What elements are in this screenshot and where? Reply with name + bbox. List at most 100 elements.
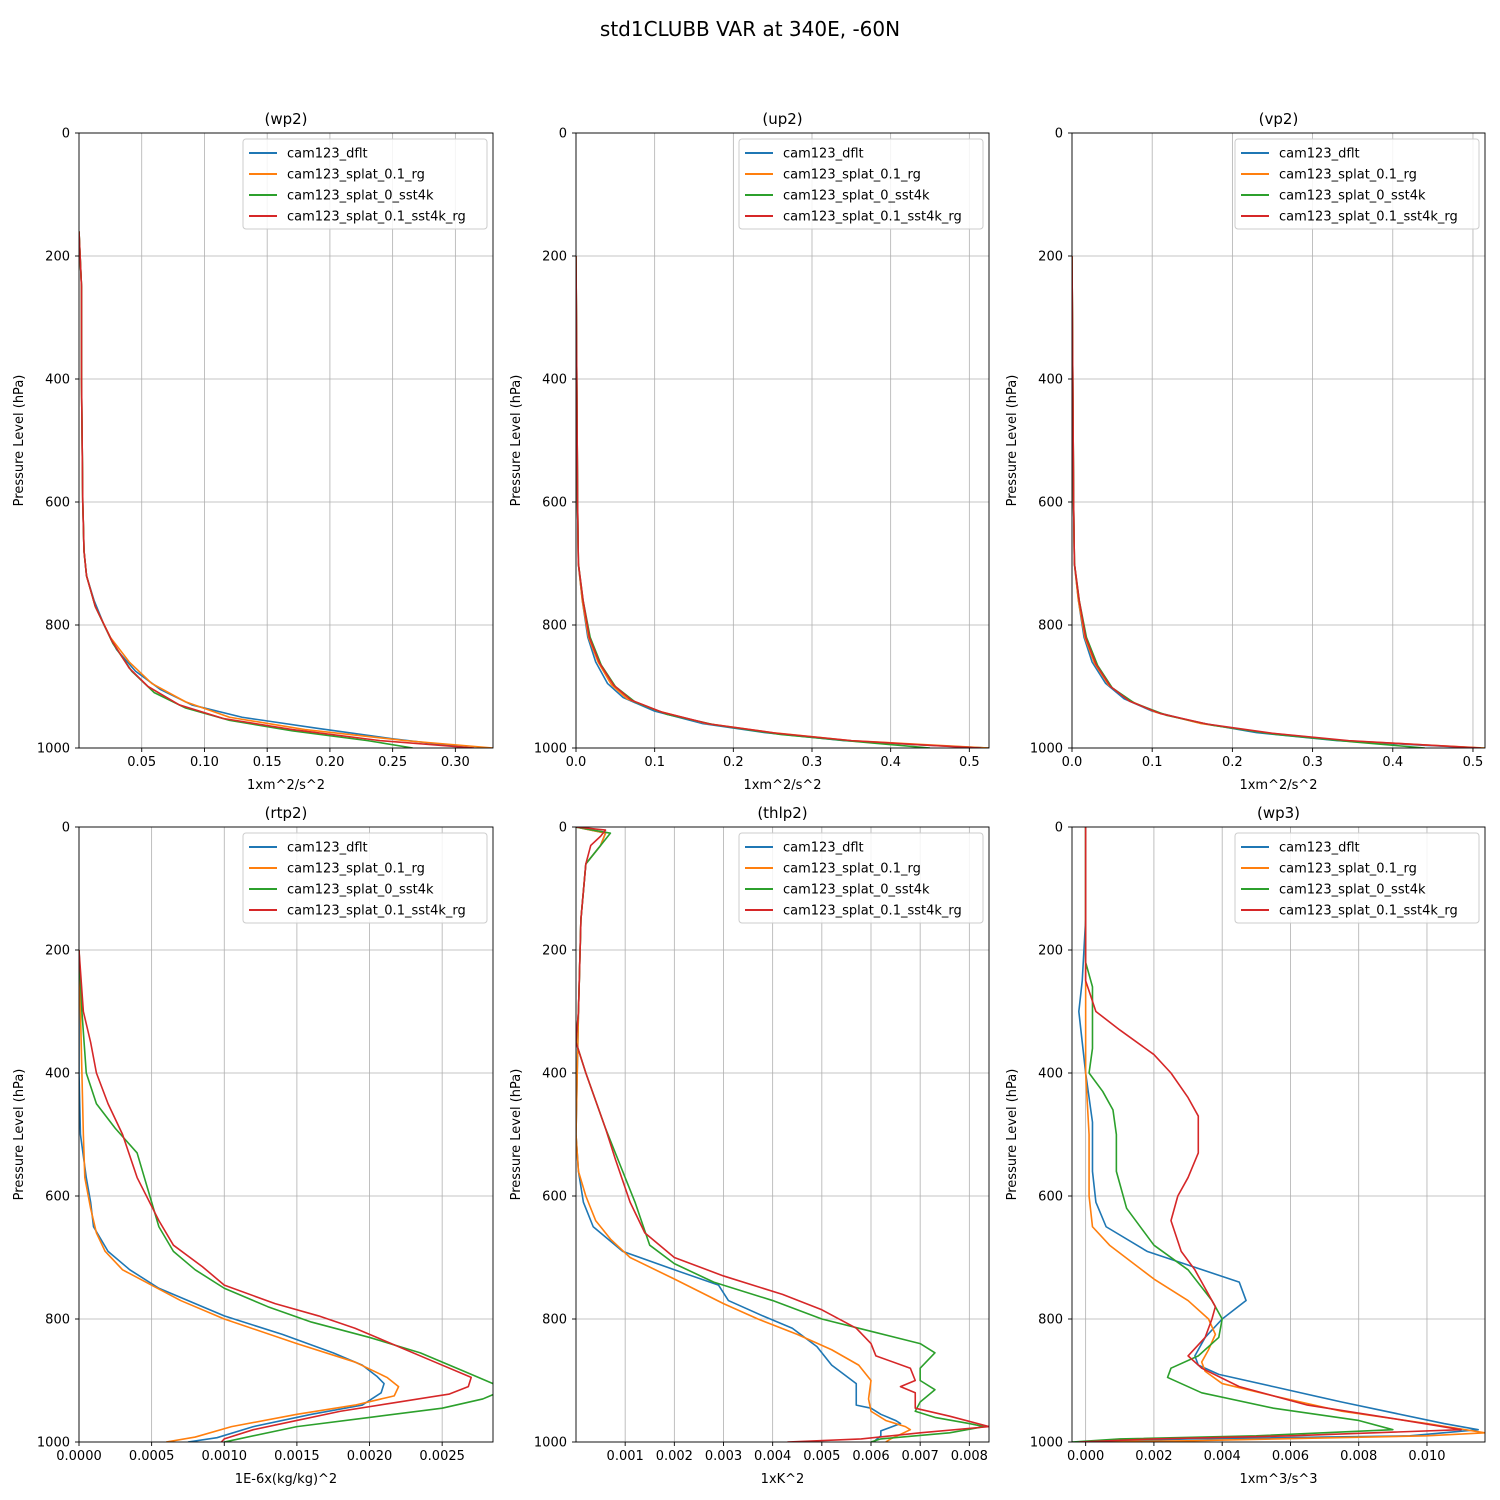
y-axis-label: Pressure Level (hPa) (12, 1069, 27, 1201)
legend-label: cam123_splat_0_sst4k (783, 189, 930, 204)
legend-label: cam123_splat_0.1_rg (287, 862, 425, 877)
series-group (576, 827, 989, 1442)
legend-label: cam123_splat_0.1_sst4k_rg (1279, 210, 1458, 225)
legend: cam123_dflt cam123_splat_0.1_rg cam123_spl… (242, 138, 488, 230)
subplot-1: 0.05 0.10 0.15 0.20 0.25 0.30 0 200 400 600 800 100… (12, 110, 494, 793)
subplot-title: (wp3) (1257, 804, 1300, 822)
x-tick-label: 0.0 (566, 755, 587, 770)
legend-label: cam123_splat_0.1_sst4k_rg (287, 210, 466, 225)
x-tick-label: 0.001 (607, 1449, 644, 1464)
x-tick-label: 0.003 (705, 1449, 742, 1464)
legend-frame (738, 138, 984, 230)
y-tick-label: 400 (1038, 373, 1063, 388)
x-tick-label: 0.1 (1142, 755, 1163, 770)
series-line-cam123_splat_0.1_sst4k_rg (79, 231, 475, 748)
y-tick-label: 0 (62, 821, 70, 836)
series-group (79, 231, 493, 748)
legend-label: cam123_splat_0_sst4k (1279, 189, 1426, 204)
x-tick-label: 0.1 (644, 755, 665, 770)
x-tick-label: 0.004 (754, 1449, 791, 1464)
legend-frame (1234, 138, 1480, 230)
series-line-cam123_splat_0.1_sst4k_rg (1078, 827, 1462, 1442)
y-tick-label: 800 (45, 619, 70, 634)
x-tick-label: 0.0020 (347, 1449, 393, 1464)
y-tick-label: 800 (1038, 1313, 1063, 1328)
x-tick-label: 0.006 (852, 1449, 889, 1464)
y-tick-label: 600 (1038, 1190, 1063, 1205)
y-tick-label: 600 (1038, 496, 1063, 511)
axes-frame (575, 826, 990, 1443)
legend-label: cam123_dflt (1279, 841, 1360, 856)
x-tick-label: 0.005 (803, 1449, 840, 1464)
y-tick-label: 1000 (534, 742, 567, 757)
y-tick-label: 0 (559, 127, 567, 142)
legend-label: cam123_splat_0_sst4k (287, 883, 434, 898)
series-line-cam123_splat_0.1_rg (79, 949, 400, 1442)
x-tick-label: 0.05 (127, 755, 156, 770)
x-tick-label: 0.20 (315, 755, 344, 770)
axes-frame (1071, 132, 1486, 749)
y-tick-label: 1000 (37, 742, 70, 757)
figure-suptitle: std1CLUBB VAR at 340E, -60N (600, 17, 900, 41)
x-tick-label: 0.0015 (274, 1449, 320, 1464)
legend-label: cam123_splat_0.1_sst4k_rg (783, 210, 962, 225)
y-tick-label: 200 (542, 944, 567, 959)
y-axis-label: Pressure Level (hPa) (509, 375, 524, 507)
axes-frame (78, 826, 494, 1443)
y-tick-label: 400 (542, 1067, 567, 1082)
legend-label: cam123_splat_0.1_sst4k_rg (287, 904, 466, 919)
subplot-title: (up2) (762, 110, 802, 128)
x-tick-label: 0.000 (1067, 1449, 1104, 1464)
x-tick-label: 0.008 (1340, 1449, 1377, 1464)
legend-label: cam123_dflt (783, 841, 864, 856)
y-tick-label: 800 (542, 619, 567, 634)
y-tick-label: 600 (542, 496, 567, 511)
x-tick-label: 0.3 (1302, 755, 1323, 770)
legend: cam123_dflt cam123_splat_0.1_rg cam123_spl… (738, 832, 984, 924)
legend-label: cam123_splat_0.1_rg (783, 168, 921, 183)
x-tick-label: 0.008 (951, 1449, 988, 1464)
series-group (79, 949, 493, 1442)
legend-label: cam123_dflt (1279, 147, 1360, 162)
axes-frame (575, 132, 990, 749)
series-line-cam123_dflt (1075, 827, 1479, 1442)
y-axis-label: Pressure Level (hPa) (1005, 1069, 1020, 1201)
subplot-title: (wp2) (264, 110, 307, 128)
x-tick-label: 0.4 (1382, 755, 1403, 770)
legend-label: cam123_dflt (287, 147, 368, 162)
x-axis-label: 1xm^3/s^3 (1239, 1472, 1317, 1487)
x-tick-label: 0.5 (1463, 755, 1484, 770)
legend-frame (1234, 832, 1480, 924)
subplot-4: 0.0000 0.0005 0.0010 0.0015 0.0020 0.0025 0 200… (12, 804, 494, 1487)
grid (576, 826, 989, 1443)
x-tick-label: 0.30 (441, 755, 470, 770)
x-tick-label: 0.25 (378, 755, 407, 770)
y-tick-label: 200 (45, 250, 70, 265)
x-tick-label: 0.006 (1272, 1449, 1309, 1464)
x-tick-label: 0.002 (656, 1449, 693, 1464)
x-tick-label: 0.0010 (202, 1449, 248, 1464)
y-tick-label: 200 (1038, 250, 1063, 265)
x-tick-label: 0.2 (723, 755, 744, 770)
legend: cam123_dflt cam123_splat_0.1_rg cam123_spl… (738, 138, 984, 230)
y-tick-label: 200 (542, 250, 567, 265)
series-line-cam123_splat_0_sst4k (1072, 827, 1394, 1442)
x-tick-label: 0.007 (902, 1449, 939, 1464)
subplot-2: 0.0 0.1 0.2 0.3 0.4 0.5 0 200 400 600 800 1000 (up2)… (509, 110, 990, 793)
subplot-title: (thlp2) (757, 804, 807, 822)
y-tick-label: 0 (559, 821, 567, 836)
y-tick-label: 400 (542, 373, 567, 388)
legend-label: cam123_splat_0_sst4k (1279, 883, 1426, 898)
subplot-6: 0.000 0.002 0.004 0.006 0.008 0.010 0 200 400 600… (1005, 804, 1486, 1487)
y-tick-label: 400 (1038, 1067, 1063, 1082)
y-tick-label: 400 (45, 1067, 70, 1082)
legend: cam123_dflt cam123_splat_0.1_rg cam123_spl… (242, 832, 488, 924)
x-axis-label: 1E-6x(kg/kg)^2 (235, 1472, 337, 1487)
x-axis-label: 1xm^2/s^2 (1239, 778, 1317, 793)
legend-label: cam123_dflt (783, 147, 864, 162)
x-tick-label: 0.5 (959, 755, 980, 770)
x-tick-label: 0.0025 (419, 1449, 465, 1464)
subplot-5: 0.001 0.002 0.003 0.004 0.005 0.006 0.007 0.008… (509, 804, 990, 1487)
